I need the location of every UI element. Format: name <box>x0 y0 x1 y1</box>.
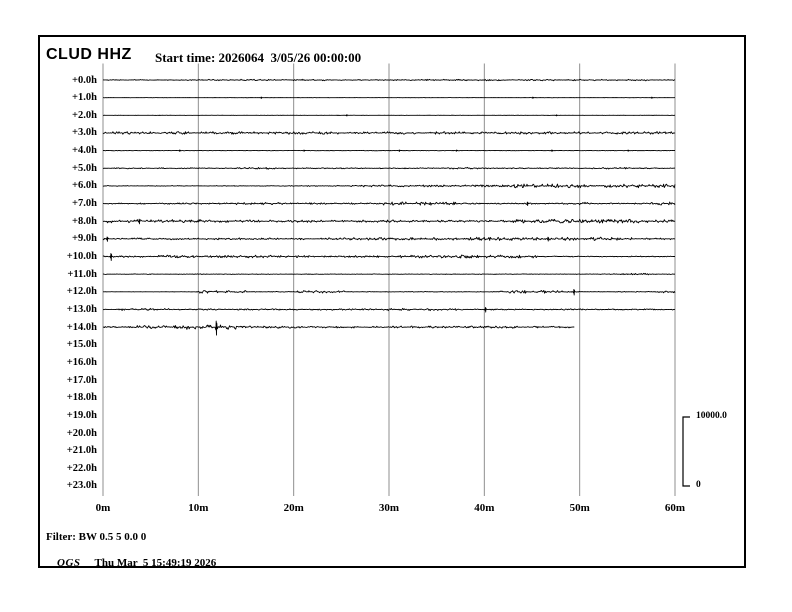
hour-label-9: +9.0h <box>72 233 97 245</box>
x-tick-label-30m: 30m <box>378 502 400 514</box>
hour-label-21: +21.0h <box>66 445 97 457</box>
trace-row-+6.0h <box>102 183 676 189</box>
hour-label-14: +14.0h <box>66 321 97 333</box>
trace-row-+0.0h <box>102 78 676 82</box>
hour-label-19: +19.0h <box>66 409 97 421</box>
trace-row-+2.0h <box>102 114 676 117</box>
trace-row-+1.0h <box>102 96 676 99</box>
trace-row-+13.0h <box>102 307 676 313</box>
amplitude-scale-min: 0 <box>696 480 701 490</box>
hour-label-8: +8.0h <box>72 215 97 227</box>
trace-row-+11.0h <box>102 272 676 276</box>
footer-line: OGS Thu Mar 5 15:49:19 2026 <box>46 545 216 581</box>
trace-row-+4.0h <box>102 149 676 152</box>
amplitude-scale-bracket <box>682 416 690 487</box>
hour-label-22: +22.0h <box>66 462 97 474</box>
hour-label-3: +3.0h <box>72 127 97 139</box>
hour-label-16: +16.0h <box>66 356 97 368</box>
trace-row-+7.0h <box>102 201 676 207</box>
hour-label-5: +5.0h <box>72 162 97 174</box>
hour-label-6: +6.0h <box>72 180 97 192</box>
trace-row-+10.0h <box>102 253 676 261</box>
hour-label-20: +20.0h <box>66 427 97 439</box>
hour-label-23: +23.0h <box>66 480 97 492</box>
trace-row-+5.0h <box>102 166 676 170</box>
generated-timestamp: Thu Mar 5 15:49:19 2026 <box>94 557 217 569</box>
station-title: CLUD HHZ <box>46 46 132 63</box>
minute-axis-labels: 0m 10m 20m 30m 40m 50m 60m <box>0 502 792 518</box>
hour-label-18: +18.0h <box>66 392 97 404</box>
x-tick-label-20m: 20m <box>283 502 304 514</box>
hour-label-15: +15.0h <box>66 339 97 351</box>
x-tick-label-60m: 60m <box>664 502 686 514</box>
hour-label-11: +11.0h <box>67 268 97 280</box>
x-tick-label-50m: 50m <box>569 502 590 514</box>
hour-label-7: +7.0h <box>72 198 97 210</box>
trace-row-+8.0h <box>102 218 676 225</box>
trace-row-+9.0h <box>102 236 676 242</box>
hour-label-10: +10.0h <box>66 251 97 262</box>
hour-label-2: +2.0h <box>72 109 97 121</box>
hour-label-12: +12.0h <box>66 286 97 298</box>
x-tick-label-0m: 0m <box>95 502 111 514</box>
hour-label-0: +0.0h <box>72 74 97 86</box>
amplitude-scale-max: 10000.0 <box>696 411 727 421</box>
x-tick-label-10m: 10m <box>188 502 209 514</box>
hour-label-13: +13.0h <box>66 303 97 315</box>
trace-row-+3.0h <box>102 131 676 135</box>
x-tick-label-40m: 40m <box>474 502 495 514</box>
filter-info: Filter: BW 0.5 5 0.0 0 <box>46 531 147 543</box>
start-time-label: Start time: 2026064 3/05/26 00:00:00 <box>155 50 362 65</box>
hour-label-17: +17.0h <box>66 374 97 386</box>
trace-row-+12.0h <box>102 288 676 296</box>
brand-label: OGS <box>57 557 81 569</box>
hour-label-4: +4.0h <box>72 145 97 157</box>
plot-border-frame <box>38 35 746 568</box>
trace-row-+14.0h <box>102 320 575 336</box>
hour-label-1: +1.0h <box>72 92 97 104</box>
